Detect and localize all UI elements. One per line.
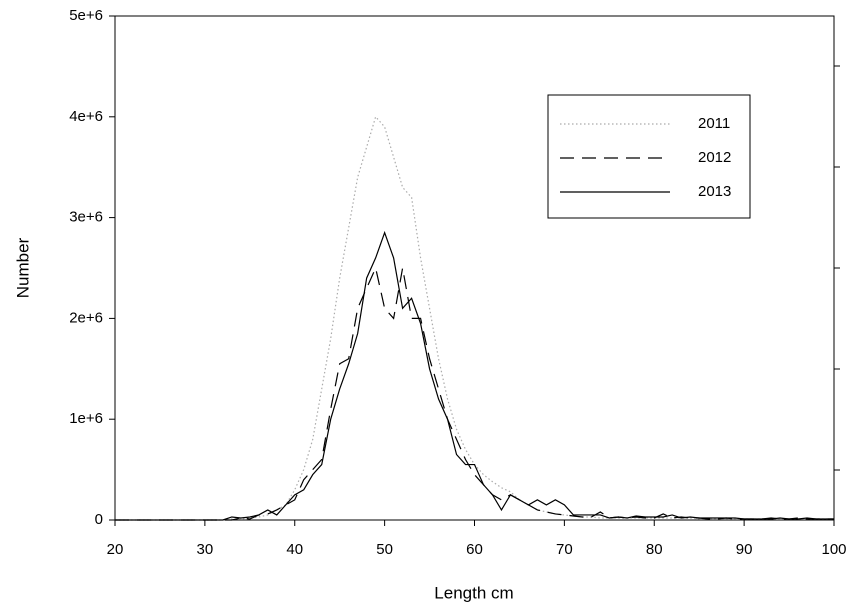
y-tick-label: 2e+6 [69,309,103,326]
y-tick-label: 1e+6 [69,410,103,427]
x-tick-label: 90 [736,541,753,558]
legend-label: 2012 [698,149,731,166]
x-tick-label: 30 [197,541,214,558]
legend-label: 2011 [698,115,730,132]
y-tick-label: 4e+6 [69,108,103,125]
legend-label: 2013 [698,183,731,200]
x-axis-label: Length cm [434,583,513,602]
y-axis-label: Number [13,237,32,298]
plot-frame [114,15,835,521]
x-tick-label: 80 [646,541,663,558]
series-line [115,266,834,521]
series-line [115,230,834,521]
y-tick-label: 5e+6 [69,7,103,24]
right-axis-ticks [834,65,840,471]
legend-box [547,94,751,219]
x-tick-label: 50 [376,541,393,558]
x-tick-label: 20 [107,541,124,558]
y-tick-label: 3e+6 [69,209,103,226]
x-tick-label: 70 [556,541,573,558]
x-tick-label: 60 [466,541,483,558]
y-tick-label: 0 [95,511,103,528]
x-tick-label: 100 [821,541,846,558]
x-tick-label: 40 [286,541,303,558]
